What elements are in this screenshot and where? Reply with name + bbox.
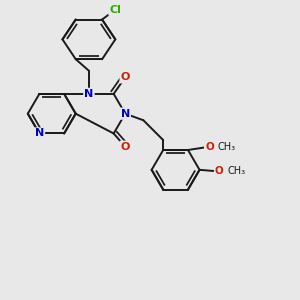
Text: N: N <box>35 128 44 139</box>
Text: CH₃: CH₃ <box>218 142 236 152</box>
Text: O: O <box>121 142 130 152</box>
Text: Cl: Cl <box>110 4 121 15</box>
Text: CH₃: CH₃ <box>227 167 245 176</box>
Text: O: O <box>205 142 214 152</box>
Text: N: N <box>121 109 130 119</box>
Text: O: O <box>121 72 130 82</box>
Text: O: O <box>215 167 224 176</box>
Text: N: N <box>84 89 94 99</box>
